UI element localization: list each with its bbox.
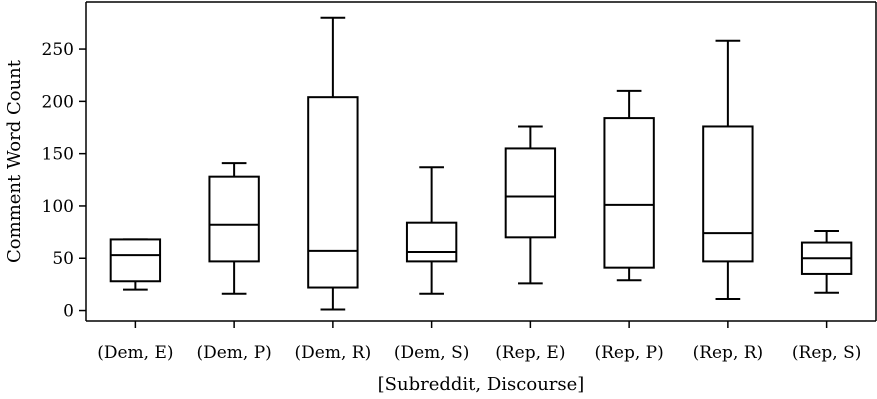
x-tick-label: (Dem, P) [196, 343, 271, 363]
box-group [702, 39, 754, 301]
x-tick-label: (Dem, R) [295, 343, 372, 363]
iqr-box [702, 125, 754, 263]
box-group [208, 162, 260, 295]
x-tick-label: (Rep, R) [693, 343, 764, 363]
x-tick-label: (Dem, E) [97, 343, 173, 363]
x-tick-label: (Rep, E) [495, 343, 565, 363]
box-group [109, 238, 162, 291]
y-tick-label: 50 [52, 249, 74, 269]
x-tick-label: (Dem, S) [394, 343, 470, 363]
iqr-box [405, 221, 458, 263]
y-tick-label: 250 [42, 40, 74, 60]
x-tick-label: (Rep, S) [792, 343, 861, 363]
box-group [307, 16, 359, 311]
box-group [603, 89, 655, 282]
iqr-box [603, 117, 655, 269]
iqr-box [307, 96, 359, 289]
y-tick-label: 150 [42, 145, 74, 165]
iqr-box [109, 238, 162, 283]
iqr-box [504, 147, 557, 239]
iqr-box [208, 175, 260, 263]
box-group [504, 125, 557, 285]
box-group [405, 166, 458, 295]
boxes-layer [109, 16, 853, 311]
y-tick-label: 0 [63, 302, 74, 322]
y-tick-label: 100 [42, 197, 74, 217]
axes-layer: 0 50 100 150 200 250 (Dem, E) (Dem, P) (Dem, R) (… [42, 1, 877, 363]
x-tick-label: (Rep, P) [594, 343, 663, 363]
box-group [800, 230, 853, 294]
x-axis-label: [Subreddit, Discourse] [378, 374, 585, 395]
y-axis-label: Comment Word Count [4, 59, 25, 263]
y-tick-label: 200 [42, 92, 74, 112]
